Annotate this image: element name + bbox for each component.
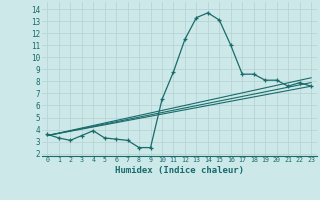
X-axis label: Humidex (Indice chaleur): Humidex (Indice chaleur) [115, 166, 244, 175]
